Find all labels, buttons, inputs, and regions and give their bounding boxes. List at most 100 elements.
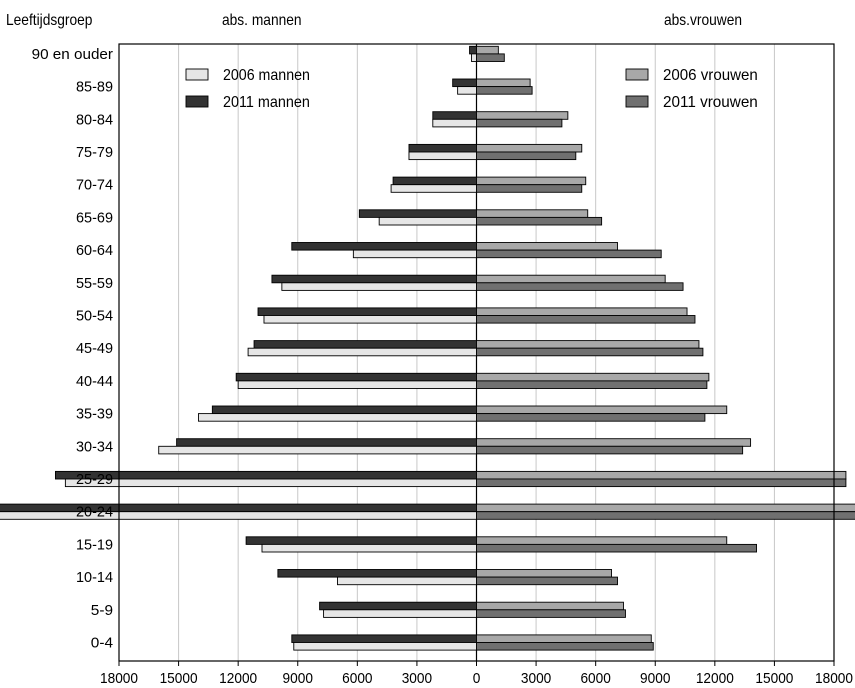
legend-swatch-2011-vrouwen: [625, 95, 649, 108]
bar-2006-vrouwen-80-84: [476, 111, 569, 120]
y-tick-label: 55-59: [76, 275, 113, 292]
bar-2006-mannen-55-59: [281, 282, 477, 291]
bars: [0, 45, 855, 651]
bar-2011-vrouwen-30-34: [476, 445, 744, 455]
plot-frame: [118, 43, 835, 666]
bar-2011-vrouwen-0-4: [476, 642, 654, 651]
bar-2006-vrouwen-55-59: [476, 274, 666, 284]
bar-2006-vrouwen-75-79: [476, 143, 583, 153]
bar-2006-vrouwen-65-69: [476, 209, 589, 218]
bar-2011-vrouwen-25-29: [476, 478, 847, 488]
bar-2011-vrouwen-70-74: [476, 184, 583, 193]
x-tick-label: 9000: [283, 670, 313, 687]
bar-2011-vrouwen-80-84: [476, 118, 563, 128]
bar-2006-mannen-60-64: [352, 249, 477, 259]
bar-2011-mannen-70-74: [392, 176, 477, 186]
bar-2006-mannen-0-4: [293, 642, 477, 651]
bar-2011-mannen-45-49: [253, 340, 477, 349]
bar-2011-vrouwen-10-14: [476, 576, 618, 586]
header-right-label: abs.vrouwen: [664, 12, 743, 29]
bar-2011-mannen-20-24: [0, 503, 477, 513]
y-tick-label: 85-89: [76, 79, 113, 96]
x-tick-label: 6000: [342, 670, 372, 687]
header-left-label: abs. mannen: [222, 12, 302, 29]
bar-2011-vrouwen-85-89: [476, 86, 533, 95]
bar-2006-mannen-45-49: [247, 347, 477, 357]
legend-label-2006-mannen: 2006 mannen: [223, 67, 310, 84]
bar-2006-mannen-10-14: [337, 576, 477, 586]
bar-2011-mannen-90-en-ouder: [469, 45, 477, 55]
bar-2006-mannen-85-89: [457, 86, 477, 95]
bar-2011-mannen-10-14: [277, 569, 477, 578]
legend-swatch-2011-mannen: [185, 95, 209, 108]
y-tick-label: 60-64: [76, 242, 113, 259]
bar-2006-vrouwen-30-34: [476, 438, 752, 447]
bar-2006-vrouwen-0-4: [476, 634, 652, 643]
bar-2006-mannen-40-44: [237, 380, 477, 389]
bar-2011-vrouwen-35-39: [476, 413, 706, 422]
x-tick-label: 3000: [521, 670, 551, 687]
bar-2006-mannen-35-39: [197, 413, 477, 422]
bar-2006-vrouwen-20-24: [476, 503, 855, 513]
bar-2011-mannen-35-39: [211, 405, 477, 415]
bar-2006-vrouwen-10-14: [476, 569, 613, 578]
y-tick-label: 50-54: [76, 308, 113, 325]
bar-2011-mannen-65-69: [358, 209, 477, 218]
bar-2011-vrouwen-15-19: [476, 543, 757, 553]
y-tick-label: 15-19: [76, 536, 113, 553]
bar-2011-mannen-0-4: [291, 634, 477, 643]
y-tick-label: 70-74: [76, 177, 113, 194]
x-tick-label: 3000: [402, 670, 432, 687]
y-tick-label: 45-49: [76, 340, 113, 357]
bar-2006-mannen-80-84: [432, 118, 477, 128]
bar-2011-vrouwen-20-24: [476, 511, 855, 520]
bar-2006-mannen-5-9: [323, 609, 477, 618]
legend-label-2006-vrouwen: 2006 vrouwen: [663, 67, 758, 84]
x-tick-label: 15000: [160, 670, 198, 687]
bar-2006-vrouwen-5-9: [476, 601, 624, 611]
header-group-label: Leeftijdsgroep: [6, 12, 93, 29]
bar-2011-mannen-80-84: [432, 111, 477, 120]
x-tick-label: 18000: [100, 670, 138, 687]
x-tick-labels: 18000 15000 12000 9000 6000 3000 0 3000 6000 9000…: [100, 670, 853, 687]
bar-2011-vrouwen-55-59: [476, 282, 684, 291]
y-tick-label: 5-9: [91, 602, 113, 619]
bar-2011-vrouwen-40-44: [476, 380, 708, 389]
bar-2006-vrouwen-25-29: [476, 470, 847, 480]
x-tick-label: 0: [473, 670, 481, 687]
bar-2006-mannen-90-en-ouder: [471, 53, 477, 62]
bar-2011-vrouwen-90-en-ouder: [476, 53, 505, 62]
bar-2006-mannen-50-54: [263, 315, 477, 324]
bar-2011-vrouwen-65-69: [476, 216, 603, 226]
legend-label-2011-mannen: 2011 mannen: [223, 94, 310, 111]
bar-2011-mannen-30-34: [176, 438, 477, 447]
y-tick-labels: 0-4 5-9 10-14 15-19 20-24 25-29 30-34 35-39 40-4…: [32, 46, 113, 652]
y-tick-label: 35-39: [76, 406, 113, 423]
bar-2006-mannen-75-79: [408, 151, 477, 161]
y-tick-label: 25-29: [76, 471, 113, 488]
bar-2006-mannen-15-19: [261, 543, 477, 553]
bar-2011-mannen-75-79: [408, 143, 477, 153]
y-tick-label: 65-69: [76, 209, 113, 226]
y-tick-label: 40-44: [76, 373, 113, 390]
y-tick-label: 20-24: [76, 504, 113, 521]
bar-2011-vrouwen-5-9: [476, 609, 626, 618]
bar-2011-mannen-5-9: [319, 601, 477, 611]
bar-2006-vrouwen-70-74: [476, 176, 587, 186]
bar-2006-mannen-30-34: [158, 445, 477, 455]
bar-2006-vrouwen-40-44: [476, 372, 710, 382]
y-tick-label: 0-4: [91, 635, 113, 652]
x-tick-label: 6000: [580, 670, 610, 687]
bar-2011-mannen-50-54: [257, 307, 477, 316]
bar-2011-vrouwen-45-49: [476, 347, 704, 357]
bar-2011-mannen-85-89: [452, 78, 477, 88]
bar-2006-vrouwen-15-19: [476, 536, 728, 545]
bar-2006-vrouwen-50-54: [476, 307, 688, 316]
bar-2006-vrouwen-60-64: [476, 242, 618, 251]
bar-2006-mannen-65-69: [378, 216, 477, 226]
bar-2006-vrouwen-90-en-ouder: [476, 45, 499, 55]
legend: 2006 mannen 2011 mannen 2006 vrouwen 2011 v…: [185, 67, 758, 111]
bar-2011-mannen-15-19: [245, 536, 477, 545]
bar-2006-vrouwen-45-49: [476, 340, 700, 349]
